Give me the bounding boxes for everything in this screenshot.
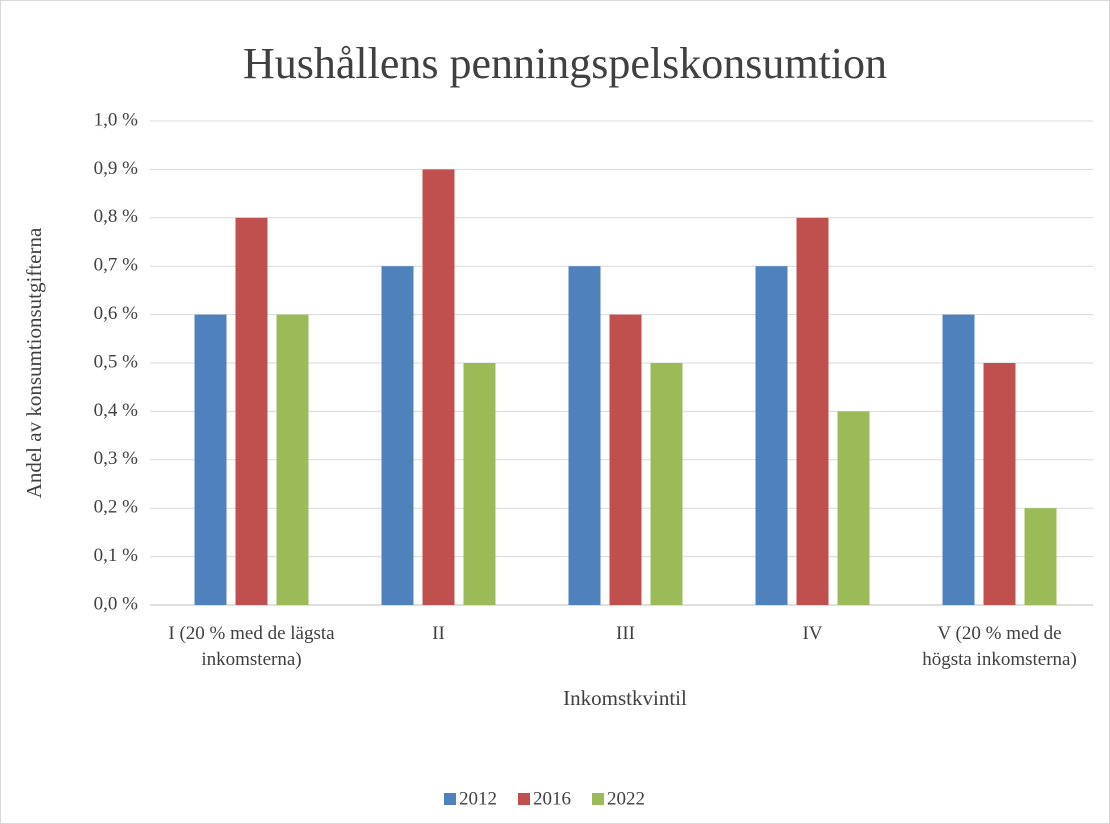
legend-label: 2012 (459, 788, 497, 809)
x-axis-title: Inkomstkvintil (563, 686, 687, 710)
y-tick-label: 0,4 % (94, 400, 139, 421)
legend-swatch (592, 793, 604, 805)
x-tick-label: V (20 % med de högsta inkomsterna) (922, 623, 1077, 670)
y-axis-title: Andel av konsumtionsutgifterna (22, 227, 46, 498)
y-tick-label: 0,2 % (94, 497, 139, 518)
x-tick-label: I (20 % med de lägsta inkomsterna) (168, 623, 335, 670)
y-tick-label: 0,6 % (94, 303, 139, 324)
bar (650, 363, 683, 605)
legend-swatch (518, 793, 530, 805)
y-tick-label: 0,0 % (94, 593, 139, 614)
legend-label: 2022 (607, 788, 645, 809)
y-tick-label: 0,3 % (94, 448, 139, 469)
bar (194, 314, 227, 605)
x-tick-label: III (616, 623, 635, 644)
x-tick-label: IV (802, 623, 823, 644)
y-tick-label: 0,9 % (94, 158, 139, 179)
chart-title: Hushållens penningspelskonsumtion (243, 39, 887, 88)
bar (609, 314, 642, 605)
bar (1024, 508, 1057, 605)
bar (463, 363, 496, 605)
y-tick-label: 0,7 % (94, 255, 139, 276)
bar (235, 217, 268, 606)
bar (796, 217, 829, 606)
y-tick-label: 0,5 % (94, 351, 139, 372)
bar (568, 266, 601, 605)
legend-label: 2016 (533, 788, 571, 809)
bar (276, 314, 309, 605)
y-tick-label: 0,1 % (94, 545, 139, 566)
y-tick-label: 1,0 % (94, 109, 139, 130)
y-tick-label: 0,8 % (94, 206, 139, 227)
bar (422, 169, 455, 605)
bar (381, 266, 414, 605)
legend-swatch (444, 793, 456, 805)
bar (983, 363, 1016, 605)
x-tick-label: II (432, 623, 445, 644)
bar (942, 314, 975, 605)
bar (837, 411, 870, 605)
bar (755, 266, 788, 605)
